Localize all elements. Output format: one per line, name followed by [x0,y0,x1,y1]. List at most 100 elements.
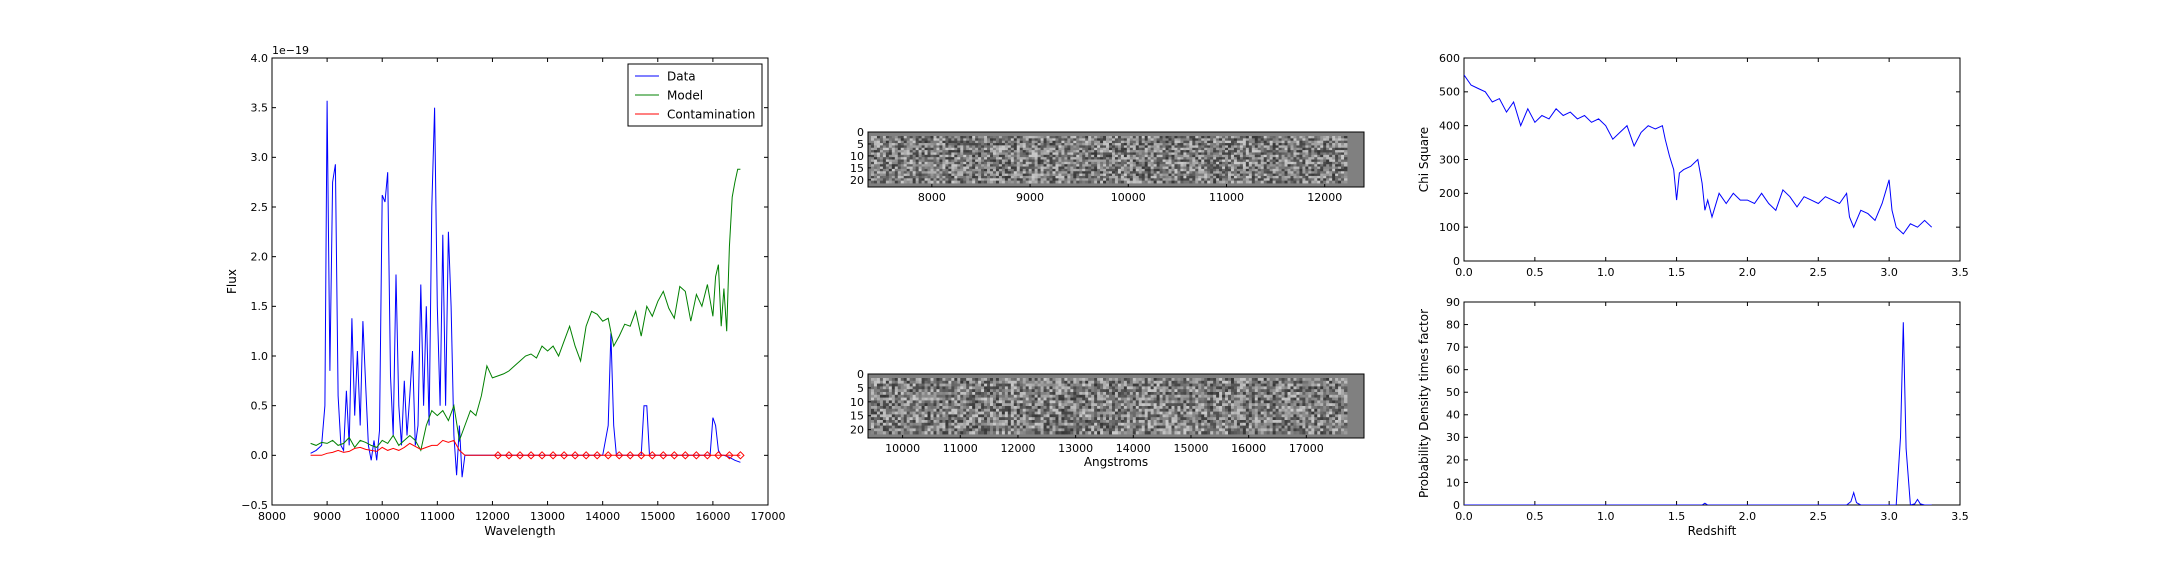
spectrum-xtick-label: 15000 [640,510,675,523]
contamination-marker [703,451,712,460]
contamination-marker [725,451,734,460]
probability-xtick-label: 1.0 [1597,510,1615,523]
chi-square-xtick-label: 1.0 [1597,266,1615,279]
probability-xlabel: Redshift [1688,524,1737,538]
probability-ytick-label: 60 [1446,364,1460,377]
contamination-marker [592,451,602,460]
image-top-ytick-label: 10 [850,150,864,163]
spectrum-xtick-label: 8000 [258,510,286,523]
image-top-xtick-label: 8000 [918,191,946,204]
contamination-marker [637,451,646,460]
chi-square-xtick-label: 2.0 [1739,266,1757,279]
chi-square-ytick-label: 200 [1439,187,1460,200]
image-top-ytick-label: 0 [857,126,864,139]
spectrum-ytick-label: −0.5 [241,499,268,512]
probability-ytick-label: 0 [1453,499,1460,512]
image-bottom-ytick-label: 0 [857,368,864,381]
image-bottom-ytick-label: 10 [850,396,864,409]
chi-square-xtick-label: 1.5 [1668,266,1686,279]
chi-square-ytick-label: 400 [1439,120,1460,133]
spectrum-xtick-label: 11000 [420,510,455,523]
contamination-marker [515,451,525,460]
chi-square-ytick-label: 300 [1439,153,1460,166]
image-bottom-xlabel: Angstroms [1084,455,1148,469]
contamination-marker [714,451,723,460]
probability-ytick-label: 20 [1446,454,1460,467]
contamination-marker [626,451,635,460]
probability-xtick-label: 2.5 [1810,510,1828,523]
chi-square-xtick-label: 0.5 [1526,266,1544,279]
probability-xtick-label: 0.0 [1455,510,1473,523]
spectrum-ytick-label: 3.0 [251,151,269,164]
probability-ytick-label: 30 [1446,431,1460,444]
spectrum-xtick-label: 16000 [695,510,730,523]
chi-square-frame [1463,57,1961,262]
chi-square-ytick-label: 0 [1453,255,1460,268]
contamination-marker [504,451,514,460]
probability-ytick-label: 70 [1446,341,1460,354]
contamination-marker [493,451,503,460]
contamination-marker [736,451,745,460]
probability-xtick-label: 0.5 [1526,510,1544,523]
image-top-ytick-label: 5 [857,138,864,151]
legend-label-model: Model [667,89,703,103]
chi-square-ytick-label: 500 [1439,86,1460,99]
probability-frame [1463,301,1961,506]
contamination-marker [548,451,558,460]
spectrum-ylabel: Flux [225,269,239,294]
probability-xtick-label: 1.5 [1668,510,1686,523]
spectrum-ytick-label: 2.5 [251,201,269,214]
image-top-xtick-label: 11000 [1209,191,1244,204]
image-bottom-xtick-label: 15000 [1173,442,1208,455]
probability-ytick-label: 40 [1446,409,1460,422]
legend-label-data: Data [667,70,696,84]
contamination-marker [537,451,547,460]
image-bottom-xtick-label: 13000 [1058,442,1093,455]
image-top-frame [867,131,1365,188]
image-bottom-xtick-label: 16000 [1231,442,1266,455]
contamination-marker [526,451,536,460]
probability-ytick-label: 90 [1446,296,1460,309]
image-top-ytick-label: 20 [850,174,864,187]
spectrum-offset-text: 1e−19 [272,44,309,57]
spectrum-xtick-label: 14000 [585,510,620,523]
spectrum-xtick-label: 17000 [751,510,786,523]
spectrum-xtick-label: 13000 [530,510,565,523]
image-bottom-xtick-label: 14000 [1116,442,1151,455]
spectrum-ytick-label: 1.0 [251,350,269,363]
probability-xtick-label: 3.5 [1951,510,1969,523]
spectrum-ytick-label: 0.0 [251,449,269,462]
contamination-marker [648,451,657,460]
spectrum-frame [271,57,769,506]
image-bottom-ytick-label: 15 [850,410,864,423]
chi-square-xtick-label: 0.0 [1455,266,1473,279]
chi-square-ylabel: Chi Square [1417,127,1431,192]
image-top-xtick-label: 12000 [1307,191,1342,204]
image-bottom-ytick-label: 5 [857,382,864,395]
image-bottom-xtick-label: 10000 [885,442,920,455]
probability-ytick-label: 80 [1446,318,1460,331]
contamination-marker [681,451,690,460]
image-bottom-ytick-label: 20 [850,424,864,437]
probability-series-line-0 [1464,322,1932,505]
chi-square-ytick-label: 600 [1439,52,1460,65]
contamination-marker [559,451,569,460]
image-top-pixels [871,136,1348,184]
spectrum-xtick-label: 9000 [313,510,341,523]
contamination-marker [659,451,668,460]
image-bottom-xtick-label: 12000 [1000,442,1035,455]
legend-label-contamination: Contamination [667,108,755,122]
spectrum-ytick-label: 4.0 [251,52,269,65]
probability-xtick-label: 3.0 [1880,510,1898,523]
spectrum-series-model [310,168,741,452]
contamination-marker [670,451,679,460]
spectrum-ytick-label: 3.5 [251,102,269,115]
chi-square-series-line-0 [1464,74,1933,235]
probability-ylabel: Probability Density times factor [1417,309,1431,498]
contamination-marker [581,451,591,460]
image-top-ytick-label: 15 [850,162,864,175]
spectrum-ytick-label: 2.0 [251,251,269,264]
spectrum-xtick-label: 12000 [475,510,510,523]
spectrum-ytick-label: 0.5 [251,400,269,413]
